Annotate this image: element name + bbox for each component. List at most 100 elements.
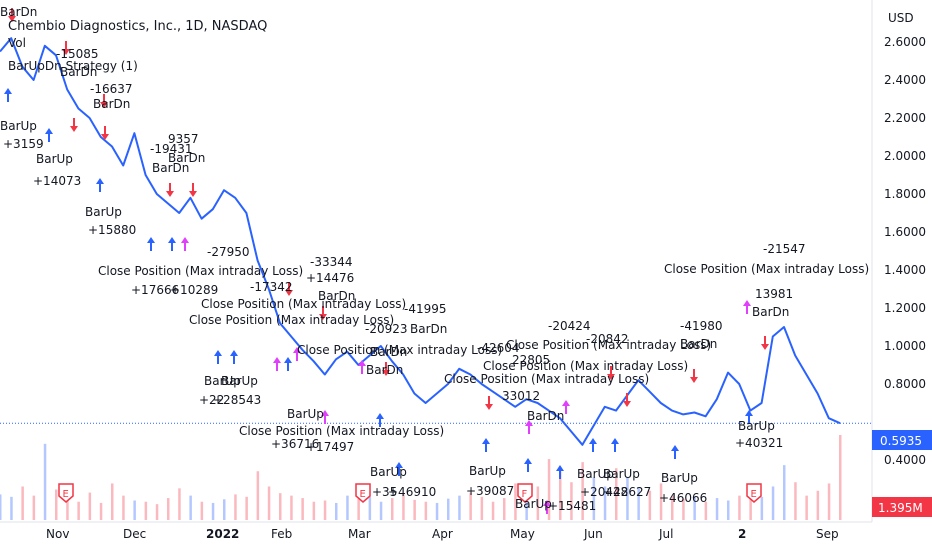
volume-bar xyxy=(570,482,573,520)
buy-arrow-icon-shape xyxy=(230,350,238,364)
buy-arrow-icon-shape xyxy=(96,178,104,192)
sell-arrow-icon xyxy=(319,306,327,320)
annotation-label: Close Position (Max intraday Loss) xyxy=(506,338,711,352)
buy-arrow-icon xyxy=(376,413,384,427)
volume-bar xyxy=(256,471,260,520)
price-axis[interactable]: 2.6000 2.4000 2.2000 2.0000 1.8000 1.6000 1.40… xyxy=(884,35,926,467)
annotation-label: BarDn xyxy=(410,322,447,336)
sell-arrow-icon-shape xyxy=(607,366,615,380)
time-tick-label: 2022 xyxy=(206,527,239,541)
volume-bar xyxy=(805,495,808,520)
annotation-label: -17342 xyxy=(250,280,293,294)
close-position-arrow-icon-shape xyxy=(562,400,570,414)
sell-arrow-icon-shape xyxy=(623,393,631,407)
event-badge-label: F xyxy=(522,489,528,500)
sell-arrow-icon xyxy=(623,393,631,407)
annotation-label: BarUp xyxy=(661,471,698,485)
volume-bar xyxy=(760,496,764,520)
annotation-label: +36716 xyxy=(271,437,319,451)
volume-bar xyxy=(357,498,360,520)
sell-arrow-icon-shape xyxy=(62,41,70,55)
buy-arrow-icon xyxy=(524,458,532,472)
event-badge-icon xyxy=(355,483,371,503)
sell-arrow-icon-shape xyxy=(189,183,197,197)
buy-arrow-icon xyxy=(745,410,753,424)
annotation-label: +46066 xyxy=(659,491,707,505)
sell-arrow-icon-shape xyxy=(382,362,390,376)
buy-arrow-icon xyxy=(611,438,619,452)
volume-bar xyxy=(603,486,607,520)
annotation-label: BarUp xyxy=(85,205,122,219)
annotation-label: BarDn xyxy=(0,5,37,19)
volume-bar xyxy=(682,498,685,520)
annotation-label: +15481 xyxy=(548,499,596,513)
buy-arrow-icon xyxy=(671,445,679,459)
annotation-label: Close Position (Max intraday Loss) xyxy=(664,262,869,276)
volume-bar xyxy=(727,500,730,520)
buy-arrow-icon xyxy=(147,237,155,251)
volume-bar xyxy=(547,459,551,520)
buy-arrow-icon-shape xyxy=(556,465,564,479)
event-badge-label: E xyxy=(360,489,366,500)
annotation-label: -16637 xyxy=(90,82,133,96)
buy-arrow-icon-shape xyxy=(671,445,679,459)
annotation-label: +14073 xyxy=(33,174,81,188)
volume-bar xyxy=(637,488,640,520)
buy-arrow-icon xyxy=(589,438,597,452)
annotation-label: +39087 xyxy=(466,484,514,498)
buy-arrow-icon-shape xyxy=(524,458,532,472)
buy-arrow-icon-shape xyxy=(147,237,155,251)
time-axis[interactable]: Nov Dec 2022 Feb Mar Apr May Jun Jul 2 Sep xyxy=(46,527,839,541)
buy-arrow-icon-shape xyxy=(168,237,176,251)
volume-bars xyxy=(0,435,842,520)
volume-bar xyxy=(391,498,394,520)
sell-arrow-icon-shape xyxy=(166,183,174,197)
close-position-arrow-icon-shape xyxy=(293,347,301,361)
volume-bar xyxy=(245,496,248,520)
sell-arrow-icon xyxy=(607,366,615,380)
buy-arrow-icon-shape xyxy=(589,438,597,452)
annotation-label: +42627 xyxy=(603,485,651,499)
sell-arrow-icon-shape xyxy=(100,94,108,108)
volume-bar xyxy=(671,495,674,520)
volume-bar xyxy=(88,492,92,520)
price-tick-label: 1.4000 xyxy=(884,263,926,277)
annotation-label: BarDn xyxy=(370,345,407,359)
annotation-label: BarUp xyxy=(370,465,407,479)
volume-bar xyxy=(749,492,752,520)
volume-indicator-label[interactable]: Vol xyxy=(8,36,26,50)
annotation-label: +20428 xyxy=(580,485,628,499)
volume-bar xyxy=(55,489,58,520)
buy-arrow-icon xyxy=(230,350,238,364)
annotation-label: -20424 xyxy=(548,319,591,333)
buy-arrow-icon xyxy=(45,128,53,142)
strategy-label[interactable]: BarUpDn Strategy (1) xyxy=(8,59,138,73)
close-position-arrow-icon-shape xyxy=(321,410,329,424)
close-position-arrow-icon-shape xyxy=(543,500,551,514)
annotation-label: BarUp xyxy=(204,374,241,388)
buy-arrow-icon xyxy=(4,88,12,102)
volume-bar xyxy=(133,500,136,520)
close-position-arrow-icon-shape xyxy=(273,357,281,371)
last-price-badge xyxy=(872,430,932,450)
close-position-arrow-icon-shape xyxy=(743,300,751,314)
time-tick-label: Jun xyxy=(583,527,603,541)
volume-bar xyxy=(771,486,775,520)
annotation-label: +35 xyxy=(372,485,397,499)
price-tick-label: 1.8000 xyxy=(884,187,926,201)
buy-arrow-icon-shape xyxy=(284,357,292,371)
annotation-label: BarDn xyxy=(366,363,403,377)
sell-arrow-icon xyxy=(100,94,108,108)
currency-label: USD xyxy=(888,11,914,25)
volume-bar xyxy=(783,465,786,520)
last-price-value: 0.5935 xyxy=(880,434,922,448)
sell-arrow-icon xyxy=(8,8,16,22)
annotation-label: -19431 xyxy=(150,142,193,156)
buy-arrow-icon-shape xyxy=(214,350,222,364)
time-tick-label: 2 xyxy=(738,527,746,541)
annotation-label: -20923 xyxy=(365,322,408,336)
annotation-label: +14476 xyxy=(306,271,354,285)
annotation-label: Close Position (Max intraday Loss) xyxy=(98,264,303,278)
